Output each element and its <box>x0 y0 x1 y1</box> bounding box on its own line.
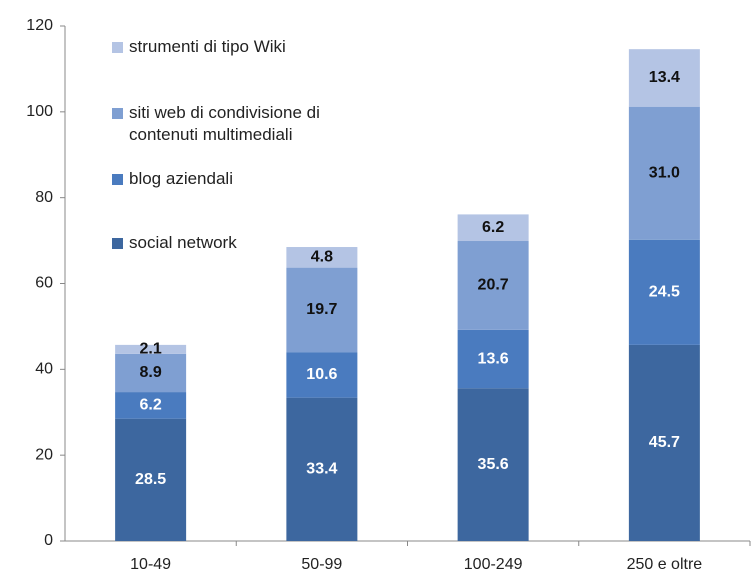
y-tick-label: 40 <box>35 361 53 378</box>
value-label: 24.5 <box>649 284 680 301</box>
bar-segment <box>115 344 187 354</box>
legend-item: blog aziendali <box>112 168 372 190</box>
y-tick-label: 80 <box>35 189 53 206</box>
value-label: 13.6 <box>478 350 509 367</box>
bar-segment <box>457 388 529 541</box>
value-label: 8.9 <box>140 364 162 381</box>
bar-segment <box>286 247 358 268</box>
legend-swatch <box>112 108 123 119</box>
legend-swatch <box>112 238 123 249</box>
legend-label: social network <box>129 233 237 252</box>
value-label: 31.0 <box>649 164 680 181</box>
value-label: 45.7 <box>649 434 680 451</box>
value-label: 20.7 <box>478 277 509 294</box>
legend-swatch <box>112 174 123 185</box>
y-tick-label: 0 <box>44 532 53 549</box>
bar-segment <box>286 352 358 398</box>
y-tick-label: 100 <box>26 103 53 120</box>
x-tick-label: 10-49 <box>130 556 171 573</box>
bar-segment <box>286 267 358 353</box>
legend-label: siti web di condivisione di contenuti mu… <box>129 103 320 144</box>
bar-segment <box>628 49 700 107</box>
value-label: 13.4 <box>649 69 680 86</box>
x-tick-label: 50-99 <box>301 556 342 573</box>
value-label: 4.8 <box>311 249 333 266</box>
bar-segment <box>457 329 529 389</box>
bar-segment <box>286 397 358 541</box>
y-tick-label: 120 <box>26 17 53 34</box>
legend-label: strumenti di tipo Wiki <box>129 37 286 56</box>
bar-segment <box>628 344 700 541</box>
value-label: 10.6 <box>306 366 337 383</box>
legend-swatch <box>112 42 123 53</box>
legend-item: strumenti di tipo Wiki <box>112 36 372 58</box>
bar-segment <box>115 392 187 419</box>
legend-item: social network <box>112 232 372 254</box>
value-label: 6.2 <box>140 397 162 414</box>
y-tick-label: 20 <box>35 446 53 463</box>
bar-segment <box>115 418 187 541</box>
legend-item: siti web di condivisione di contenuti mu… <box>112 102 372 146</box>
value-label: 35.6 <box>478 456 509 473</box>
x-tick-label: 100-249 <box>464 556 523 573</box>
value-label: 2.1 <box>140 341 162 358</box>
y-tick-label: 60 <box>35 275 53 292</box>
bar-segment <box>628 106 700 240</box>
bar-segment <box>628 239 700 345</box>
value-label: 33.4 <box>306 461 337 478</box>
value-label: 6.2 <box>482 219 504 236</box>
value-label: 28.5 <box>135 471 166 488</box>
x-tick-label: 250 e oltre <box>627 556 703 573</box>
bar-segment <box>115 353 187 393</box>
bar-segment <box>457 214 529 242</box>
value-label: 19.7 <box>306 301 337 318</box>
legend-label: blog aziendali <box>129 169 233 188</box>
bar-segment <box>457 241 529 330</box>
